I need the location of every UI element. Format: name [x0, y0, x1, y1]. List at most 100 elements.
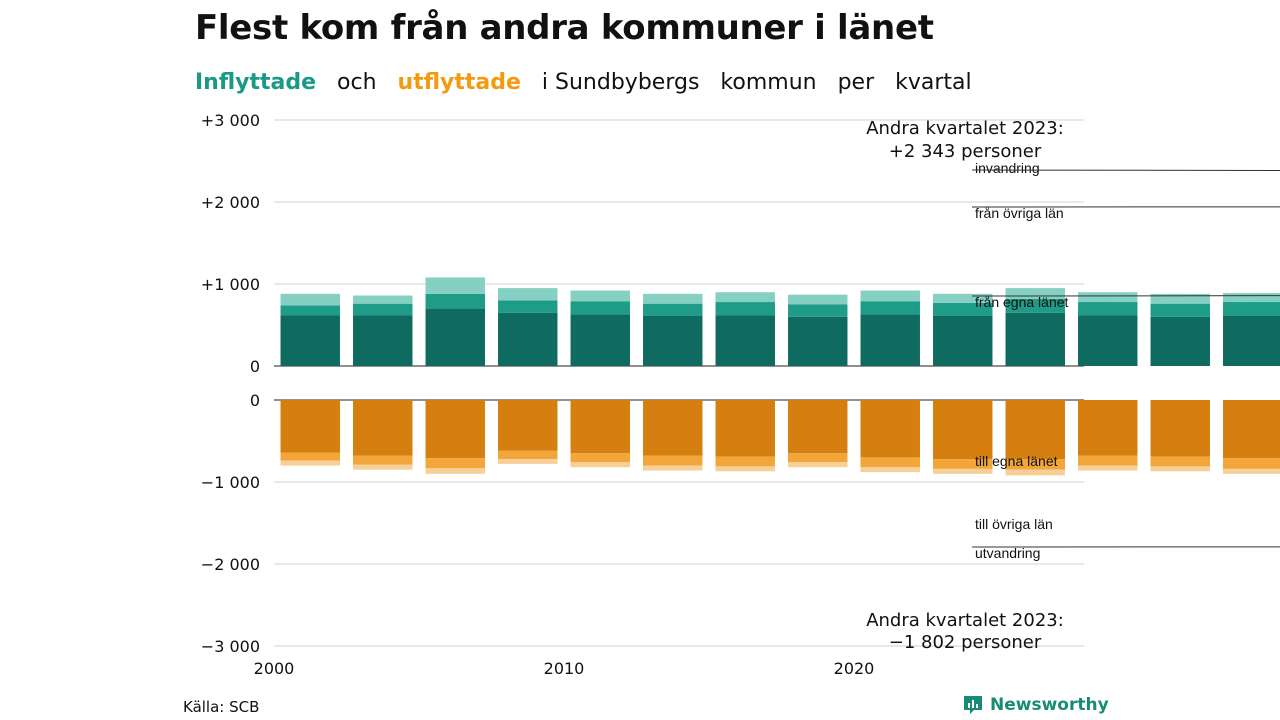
bar-inflow-invandring: [1150, 293, 1210, 304]
bar-outflow-utvandring: [1223, 468, 1280, 474]
bar-outflow-ovriga: [353, 455, 413, 465]
bar-outflow-lan: [353, 400, 413, 456]
bar-outflow-lan: [933, 400, 993, 460]
bar-inflow-lan: [643, 315, 703, 366]
bar-inflow-lan: [860, 314, 920, 366]
bar-outflow-ovriga: [425, 458, 485, 469]
bar-inflow-ovriga: [1150, 303, 1210, 317]
y-tick-label: +1 000: [201, 275, 260, 294]
y-tick-label: −1 000: [201, 473, 260, 492]
bar-inflow-ovriga: [933, 302, 993, 316]
bar-inflow-ovriga: [425, 293, 485, 309]
bar-inflow-invandring: [788, 294, 848, 305]
bar-outflow-utvandring: [1150, 466, 1210, 472]
bar-inflow-invandring: [643, 293, 703, 304]
y-tick-label: +3 000: [201, 111, 260, 130]
bar-inflow-lan: [715, 315, 775, 366]
bar-outflow-ovriga: [570, 453, 630, 463]
bar-outflow-utvandring: [280, 460, 340, 466]
bar-outflow-lan: [1078, 400, 1138, 456]
bar-inflow-lan: [425, 308, 485, 366]
source-note: Källa: SCB: [183, 698, 260, 716]
subtitle-word: kommun: [720, 70, 817, 95]
bar-outflow-ovriga: [933, 459, 993, 469]
y-tick-label: −3 000: [201, 637, 260, 656]
x-tick-label: 2000: [254, 659, 295, 678]
bar-inflow-ovriga: [280, 305, 340, 316]
bar-outflow-ovriga: [1150, 456, 1210, 467]
bar-outflow-utvandring: [353, 464, 413, 470]
bar-inflow-invandring: [353, 295, 413, 304]
newsworthy-logo: Newsworthy: [962, 694, 1109, 716]
bar-outflow-utvandring: [715, 466, 775, 472]
bar-outflow-utvandring: [425, 468, 485, 474]
bar-inflow-lan: [933, 315, 993, 366]
bar-outflow-lan: [860, 400, 920, 458]
bar-inflow-ovriga: [1223, 302, 1280, 316]
bar-inflow-invandring: [933, 293, 993, 303]
bar-outflow-lan: [643, 400, 703, 456]
x-tick-label: 2020: [834, 659, 875, 678]
bar-outflow-lan: [788, 400, 848, 454]
annotation-top-line1: Andra kvartalet 2023:: [866, 118, 1064, 139]
label-fran-ovriga-lan: från övriga län: [975, 205, 1064, 221]
bar-outflow-ovriga: [1005, 459, 1065, 470]
bar-outflow-lan: [715, 400, 775, 457]
bar-outflow-ovriga: [1078, 455, 1138, 466]
bar-inflow-invandring: [280, 293, 340, 306]
bar-inflow-ovriga: [498, 300, 558, 313]
bar-inflow-ovriga: [860, 301, 920, 315]
label-fran-egna-lanet: från egna länet: [975, 294, 1069, 310]
subtitle-word: i Sundbybergs: [541, 70, 700, 95]
bar-outflow-lan: [498, 400, 558, 451]
bar-inflow-ovriga: [353, 303, 413, 316]
bar-inflow-lan: [353, 315, 413, 366]
bar-chart-icon: [964, 696, 982, 714]
bar-inflow-invandring: [1005, 288, 1065, 299]
bar-inflow-lan: [1150, 316, 1210, 366]
bar-outflow-lan: [570, 400, 630, 454]
subtitle-word: per: [837, 70, 875, 95]
bar-outflow-ovriga: [643, 455, 703, 466]
bar-inflow-invandring: [1078, 292, 1138, 303]
subtitle-word: kvartal: [895, 70, 972, 95]
bar-inflow-invandring: [715, 292, 775, 303]
annotation-bottom-line2: −1 802 personer: [889, 632, 1042, 653]
bar-outflow-ovriga: [788, 453, 848, 463]
label-invandring: invandring: [975, 160, 1040, 176]
bar-inflow-ovriga: [1078, 302, 1138, 316]
chart-title: Flest kom från andra kommuner i länet: [195, 8, 934, 48]
bar-outflow-lan: [280, 400, 340, 453]
bar-outflow-utvandring: [643, 465, 703, 471]
x-tick-label: 2010: [544, 659, 585, 678]
bar-outflow-utvandring: [860, 467, 920, 473]
label-till-ovriga-lan: till övriga län: [975, 516, 1053, 532]
subtitle-inflow: Inflyttade: [195, 70, 317, 95]
bar-inflow-invandring: [860, 290, 920, 302]
bar-outflow-ovriga: [498, 450, 558, 460]
bar-outflow-utvandring: [570, 462, 630, 468]
bar-outflow-utvandring: [933, 468, 993, 474]
bar-outflow-utvandring: [1005, 469, 1065, 476]
bar-inflow-lan: [570, 314, 630, 366]
bar-outflow-utvandring: [1078, 465, 1138, 471]
bar-inflow-lan: [788, 316, 848, 366]
annotation-top-line2: +2 343 personer: [889, 141, 1042, 162]
bar-outflow-lan: [425, 400, 485, 459]
chart-subtitle: Inflyttade och utflyttade i Sundbybergs …: [195, 70, 986, 95]
bar-inflow-invandring: [1223, 293, 1280, 303]
bar-outflow-ovriga: [280, 452, 340, 461]
bar-inflow-ovriga: [570, 301, 630, 315]
migration-chart: +3 000 +2 000 +1 000 0 0 −1 000 −2 000 −3 000 20…: [201, 111, 1280, 678]
bar-inflow-lan: [1223, 315, 1280, 366]
bar-outflow-ovriga: [860, 457, 920, 468]
subtitle-word: och: [337, 70, 377, 95]
y-tick-label: 0: [250, 391, 260, 410]
bar-outflow-ovriga: [1223, 458, 1280, 469]
logo-text: Newsworthy: [990, 695, 1109, 715]
bar-inflow-ovriga: [1005, 298, 1065, 313]
bar-inflow-ovriga: [715, 302, 775, 316]
bar-inflow-lan: [1005, 312, 1065, 366]
bar-outflow-utvandring: [788, 462, 848, 468]
bar-outflow-lan: [1005, 400, 1065, 460]
